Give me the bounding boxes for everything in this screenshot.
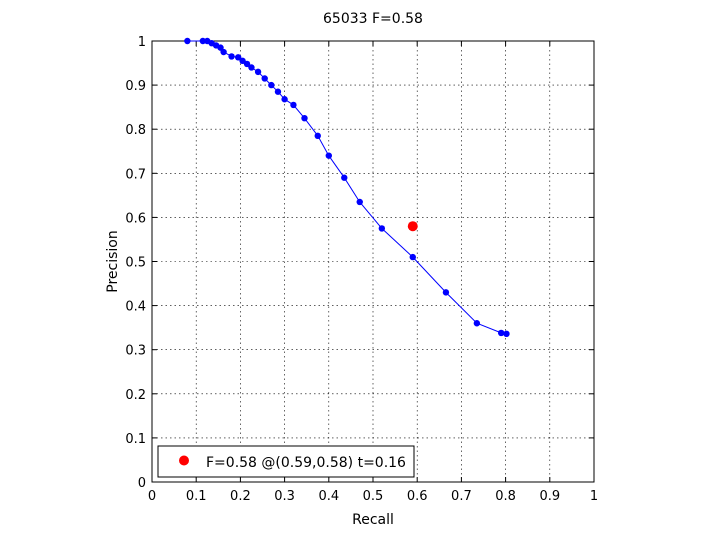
data-point — [274, 88, 282, 95]
data-point — [356, 198, 363, 206]
data-point — [220, 48, 227, 56]
axes-frame — [151, 40, 595, 483]
data-point — [290, 101, 297, 109]
data-point — [325, 152, 332, 159]
data-point — [261, 75, 268, 82]
data-point — [254, 68, 262, 76]
x-tick-label: 0.4 — [318, 489, 339, 504]
legend: F=0.58 @(0.59,0.58) t=0.16 — [157, 445, 415, 478]
data-point — [442, 289, 450, 296]
y-tick-label: 0.2 — [125, 388, 146, 403]
y-tick-label: 0.5 — [125, 256, 146, 271]
x-tick-label: 0.5 — [363, 489, 384, 504]
data-point — [281, 96, 288, 103]
y-tick-label: 0.7 — [125, 167, 146, 182]
y-tick-label: 0.3 — [125, 344, 146, 359]
x-axis-label: Recall — [352, 512, 394, 528]
y-tick-label: 0.6 — [125, 211, 146, 226]
legend-box — [157, 445, 415, 478]
data-point — [497, 329, 505, 337]
legend-marker — [179, 455, 189, 466]
data-point — [301, 114, 308, 122]
x-tick-label: 0.7 — [451, 489, 472, 504]
highlight-point — [407, 221, 418, 232]
data-point — [409, 253, 416, 261]
data-point — [268, 81, 275, 89]
x-tick-label: 0.8 — [495, 489, 516, 504]
x-tick-label: 0.6 — [407, 489, 428, 504]
x-tick-label: 0.3 — [274, 489, 295, 504]
x-tick-label: 0.1 — [186, 489, 207, 504]
data-point — [184, 37, 191, 45]
data-point — [314, 132, 321, 140]
data-point — [341, 174, 348, 181]
chart-title: 65033 F=0.58 — [323, 11, 423, 27]
data-point — [234, 54, 242, 61]
y-tick-label: 0.8 — [125, 123, 146, 138]
x-tick-label: 1 — [590, 489, 598, 504]
x-tick-label: 0 — [148, 489, 156, 504]
data-point — [243, 60, 251, 68]
data-point — [378, 225, 386, 232]
x-tick-label: 0.9 — [539, 489, 560, 504]
x-tick-label: 0.2 — [230, 489, 251, 504]
data-point — [248, 64, 255, 71]
data-point — [199, 37, 207, 45]
y-tick-label: 0.4 — [125, 300, 146, 315]
y-tick-label: 0 — [138, 476, 146, 491]
plot-area: 0 0.1 0.2 0.3 0.4 0.5 0.6 0.7 0.8 0.9 1 0 0.1 0.2 0.3 0… — [125, 35, 598, 504]
y-axis-label: Precision — [105, 230, 121, 292]
y-tick-label: 1 — [138, 35, 146, 50]
y-tick-label: 0.9 — [125, 79, 146, 94]
data-point — [228, 53, 235, 60]
y-tick-label: 0.1 — [125, 432, 146, 447]
data-point — [473, 320, 481, 327]
legend-label: F=0.58 @(0.59,0.58) t=0.16 — [206, 455, 406, 471]
data-point — [503, 330, 510, 338]
